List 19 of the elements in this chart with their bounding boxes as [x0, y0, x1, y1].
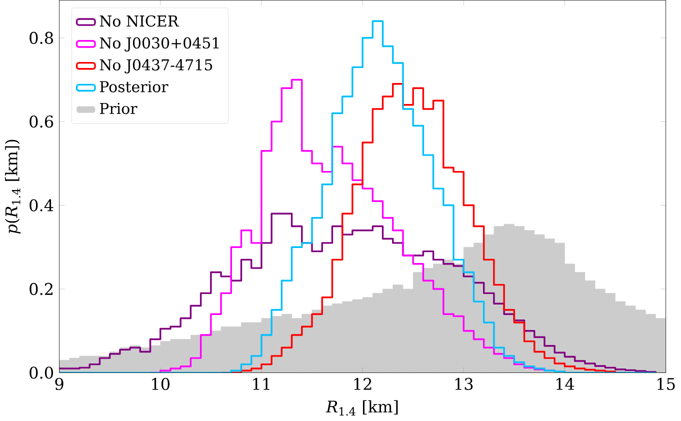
x-tick-label: 15: [658, 378, 675, 390]
x-tick-label: 9: [55, 378, 64, 390]
x-tick-label: 12: [354, 378, 372, 390]
y-tick-label: 0.0: [30, 366, 54, 379]
x-tick-label: 13: [455, 378, 473, 390]
legend-label: Posterior: [100, 81, 168, 93]
y-tick-label: 0.6: [30, 116, 54, 128]
x-tick-label: 14: [556, 378, 574, 390]
x-tick-label: 11: [253, 378, 270, 390]
y-tick-label: 0.2: [30, 283, 52, 296]
legend-label: No J0030+0451: [100, 37, 219, 52]
x-tick-label: 10: [152, 378, 170, 390]
legend-label: No NICER: [100, 16, 179, 27]
x-axis-title: R$_{1.4}$ [km]: [326, 400, 398, 416]
y-tick-label: 0.4: [30, 199, 54, 212]
legend-label: No J0437-4715: [100, 59, 212, 74]
legend-label: Prior: [100, 103, 138, 114]
y-axis-title: p(R$_{1.4}$ [km]): [5, 140, 21, 234]
y-tick-label: 0.8: [30, 32, 54, 44]
